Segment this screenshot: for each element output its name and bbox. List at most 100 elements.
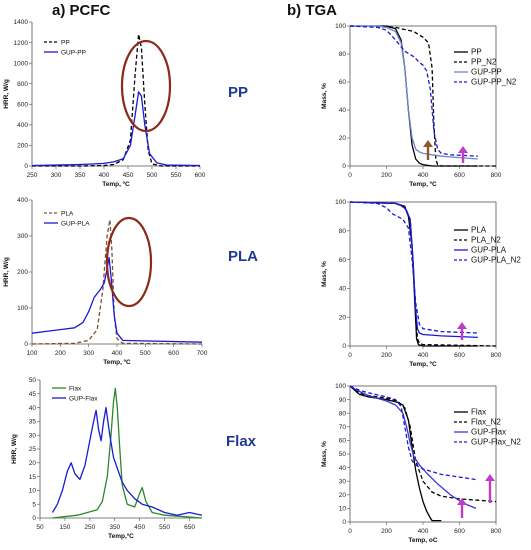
chart-tga-pla: 0 200 400 600 800 0 20 40 60 80 100 Temp, ºC Mass, %… — [321, 199, 521, 368]
series-line-gup-flax — [349, 385, 477, 509]
x-tick-label: 650 — [184, 524, 195, 531]
x-tick-label: 200 — [381, 528, 392, 535]
y-tick-label: 100 — [335, 199, 346, 206]
x-tick-label: 250 — [84, 524, 95, 531]
y-tick-label: 20 — [339, 492, 347, 499]
legend-label: PLA_N2 — [471, 236, 501, 245]
highlight-ellipse-pla — [105, 216, 153, 308]
x-tick-label: 600 — [454, 352, 465, 359]
series-line-gup-pla — [31, 256, 203, 343]
x-axis-label: Temp,ºC — [108, 533, 134, 540]
y-tick-label: 40 — [339, 107, 347, 114]
x-tick-label: 400 — [418, 352, 429, 359]
y-tick-label: 0 — [342, 519, 346, 526]
x-tick-label: 400 — [418, 528, 429, 535]
x-tick-label: 200 — [55, 350, 66, 357]
y-tick-label: 0 — [342, 343, 346, 350]
y-tick-label: 25 — [29, 446, 37, 453]
x-tick-label: 50 — [36, 524, 44, 531]
arrow-head — [423, 140, 433, 147]
x-axis-label: Temp, ºC — [102, 181, 130, 188]
y-tick-label: 20 — [339, 135, 347, 142]
legend-label: GUP-Flax — [69, 396, 98, 403]
y-tick-label: 100 — [17, 305, 28, 312]
x-tick-label: 400 — [112, 350, 123, 357]
legend-label: GUP-PLA — [61, 221, 90, 228]
pcfc-heading: a) PCFC — [52, 2, 111, 19]
y-axis-label: HRR, W/g — [3, 79, 10, 109]
arrow-up-icon — [457, 322, 467, 340]
y-tick-label: 35 — [29, 419, 37, 426]
x-tick-label: 150 — [59, 524, 70, 531]
legend-label: GUP-Flax_N2 — [471, 438, 521, 447]
x-tick-label: 800 — [491, 352, 502, 359]
y-tick-label: 10 — [29, 488, 37, 495]
arrow-up-icon — [423, 140, 433, 160]
series-line-gup-flax — [51, 406, 203, 516]
arrow-head — [485, 474, 495, 481]
arrow-up-icon — [457, 498, 467, 518]
row-label-flax: Flax — [226, 433, 257, 450]
y-tick-label: 1200 — [14, 40, 29, 47]
y-tick-label: 0 — [342, 163, 346, 170]
y-tick-label: 600 — [17, 101, 28, 108]
x-tick-label: 500 — [147, 172, 158, 179]
arrow-up-icon — [485, 474, 495, 503]
legend-label: GUP-PLA — [471, 246, 507, 255]
legend-label: Flax — [471, 408, 486, 417]
x-tick-label: 300 — [51, 172, 62, 179]
y-tick-label: 100 — [335, 383, 346, 390]
arrow-head — [457, 322, 467, 329]
legend-label: PP — [61, 40, 70, 47]
x-tick-label: 200 — [381, 172, 392, 179]
y-tick-label: 40 — [339, 465, 347, 472]
arrow-up-icon — [458, 146, 468, 163]
legend-label: PLA — [61, 211, 74, 218]
legend-label: GUP-PP — [61, 50, 86, 57]
plot-frame — [349, 201, 497, 347]
y-tick-label: 200 — [17, 143, 28, 150]
y-tick-label: 300 — [17, 233, 28, 240]
series-line-pp — [32, 33, 200, 167]
x-tick-label: 500 — [140, 350, 151, 357]
x-tick-label: 550 — [159, 524, 170, 531]
y-tick-label: 0 — [24, 163, 28, 170]
y-tick-label: 40 — [29, 405, 37, 412]
x-tick-label: 250 — [27, 172, 38, 179]
chart-pcfc-pla: 100 200 300 400 500 600 700 0 100 200 300 400 Temp, … — [3, 197, 208, 366]
row-label-pp: PP — [228, 84, 249, 101]
legend-label: PLA — [471, 226, 487, 235]
x-axis-label: Temp, ºC — [409, 181, 437, 188]
series-line-flax — [52, 387, 203, 519]
y-tick-label: 20 — [29, 460, 37, 467]
y-tick-label: 800 — [17, 81, 28, 88]
x-tick-label: 600 — [195, 172, 206, 179]
legend-label: Flax — [69, 386, 82, 393]
series-line-flax — [349, 385, 442, 522]
legend-label: GUP-PP — [471, 68, 502, 77]
series-line-gup-pla-n2 — [349, 201, 478, 334]
y-tick-label: 0 — [32, 515, 36, 522]
y-tick-label: 90 — [339, 397, 347, 404]
x-tick-label: 300 — [83, 350, 94, 357]
x-tick-label: 100 — [27, 350, 38, 357]
legend-label: GUP-PLA_N2 — [471, 256, 521, 265]
y-tick-label: 40 — [339, 286, 347, 293]
y-tick-label: 400 — [17, 197, 28, 204]
y-tick-label: 10 — [339, 506, 347, 513]
y-tick-label: 45 — [29, 391, 37, 398]
y-tick-label: 80 — [339, 228, 347, 235]
x-axis-label: Temp, ºC — [409, 361, 437, 368]
y-tick-label: 1000 — [14, 60, 29, 67]
x-tick-label: 600 — [454, 528, 465, 535]
x-tick-label: 600 — [454, 172, 465, 179]
y-tick-label: 30 — [29, 432, 37, 439]
row-label-pla: PLA — [228, 248, 258, 265]
series-line-gup-pp-n2 — [349, 25, 478, 157]
y-axis-label: Mass, % — [321, 261, 328, 287]
x-tick-label: 450 — [123, 172, 134, 179]
y-tick-label: 80 — [339, 51, 347, 58]
y-tick-label: 5 — [32, 501, 36, 508]
y-tick-label: 200 — [17, 269, 28, 276]
